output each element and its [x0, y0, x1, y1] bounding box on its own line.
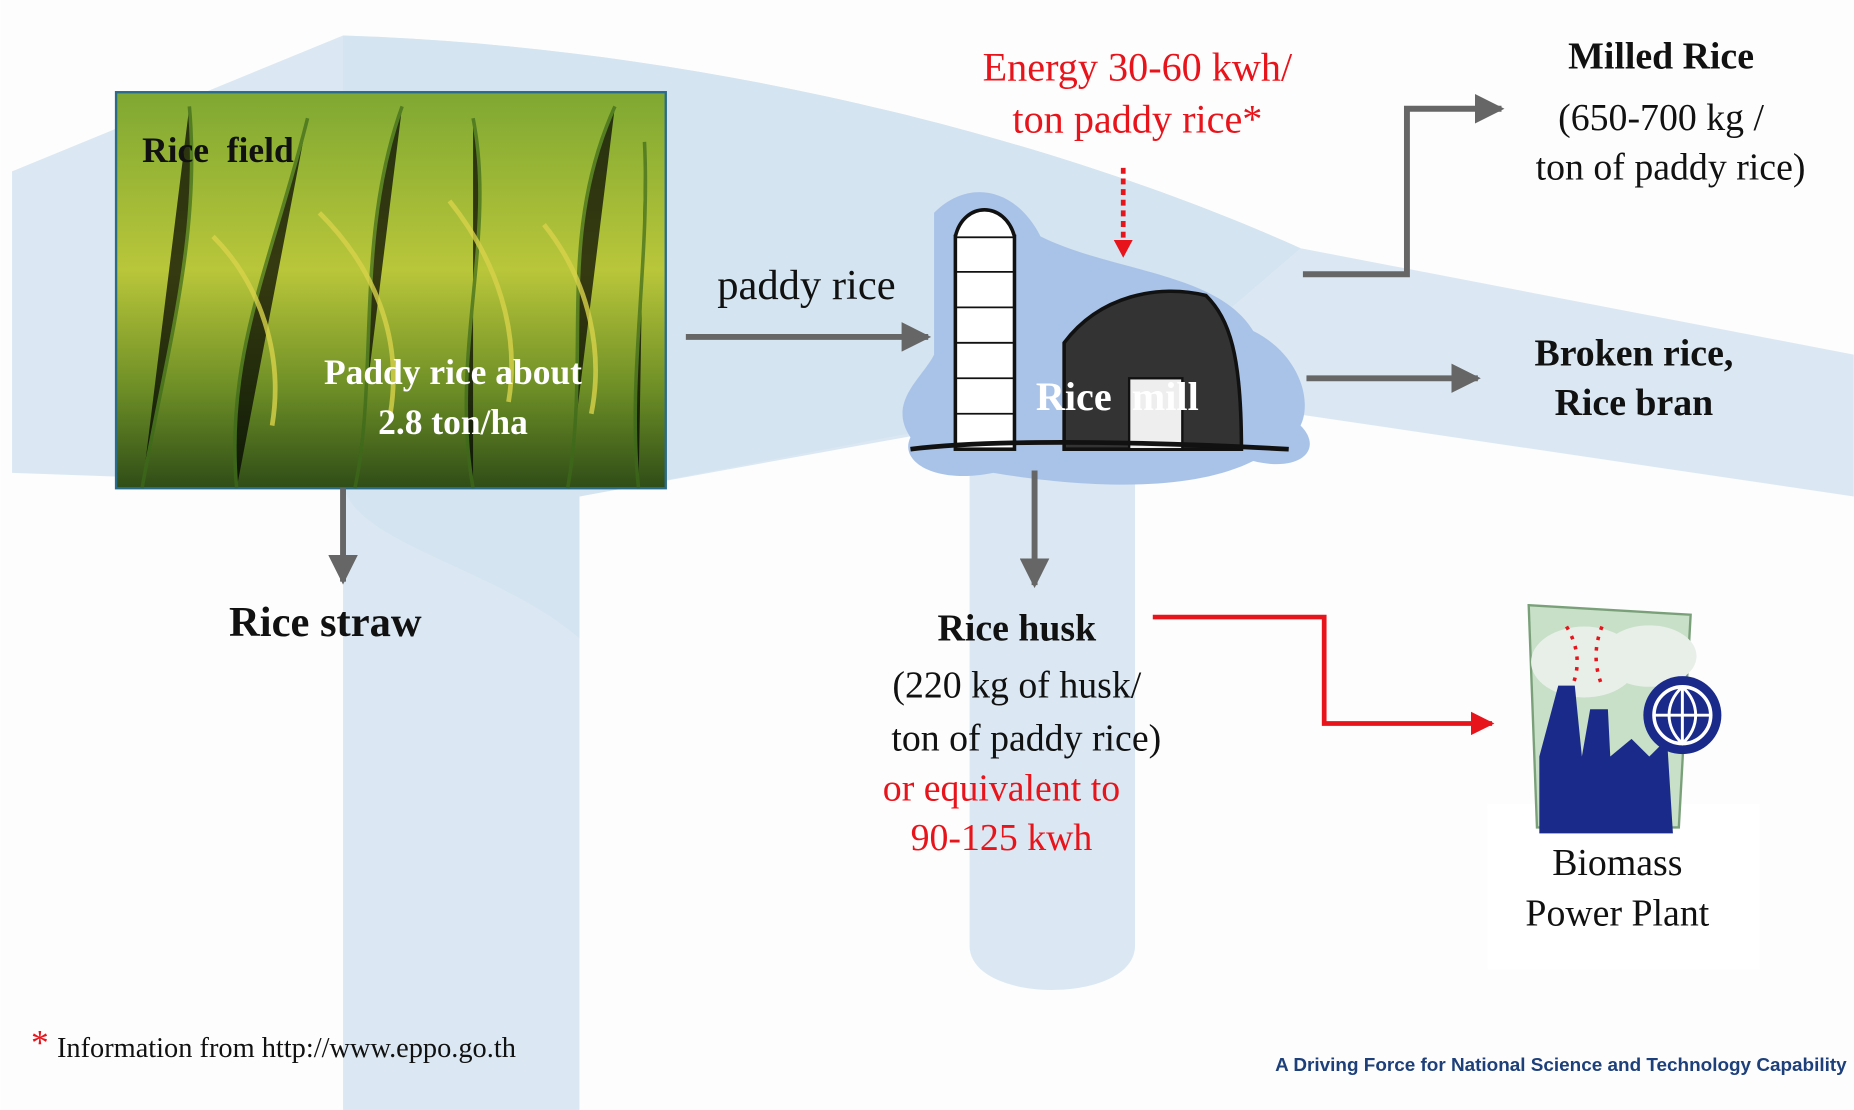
rice-straw-label: Rice straw	[229, 599, 422, 646]
footnote-text: Information from http://www.eppo.go.th	[57, 1033, 516, 1064]
energy-label: Energy 30-60 kwh/	[983, 44, 1293, 89]
diagram: Rice field Paddy rice about 2.8 ton/ha R…	[0, 0, 1854, 1110]
paddy-rice-label: paddy rice	[717, 262, 895, 309]
milled-rice-detail: (650-700 kg /	[1558, 97, 1764, 139]
power-plant-label: Biomass	[1552, 842, 1682, 884]
rice-field-label: Rice field	[142, 130, 294, 170]
energy-label: ton paddy rice*	[1012, 96, 1262, 141]
field-yield: 2.8 ton/ha	[378, 402, 528, 442]
field-yield: Paddy rice about	[324, 352, 582, 392]
husk-equivalent: 90-125 kwh	[911, 817, 1093, 859]
broken-rice-label: Broken rice,	[1534, 332, 1733, 374]
power-plant-label: Power Plant	[1525, 893, 1709, 935]
milled-rice-title: Milled Rice	[1568, 36, 1754, 78]
rice-husk-title: Rice husk	[938, 608, 1097, 650]
milled-rice-detail: ton of paddy rice)	[1536, 147, 1806, 189]
broken-rice-label: Rice bran	[1555, 382, 1714, 424]
rice-husk-detail: (220 kg of husk/	[892, 664, 1141, 706]
husk-equivalent: or equivalent to	[883, 767, 1120, 809]
slogan: A Driving Force for National Science and…	[1275, 1055, 1847, 1076]
footnote-marker: *	[31, 1022, 49, 1062]
rice-husk-detail: ton of paddy rice)	[891, 718, 1161, 760]
rice-mill-label: Rice mill	[1036, 374, 1199, 419]
